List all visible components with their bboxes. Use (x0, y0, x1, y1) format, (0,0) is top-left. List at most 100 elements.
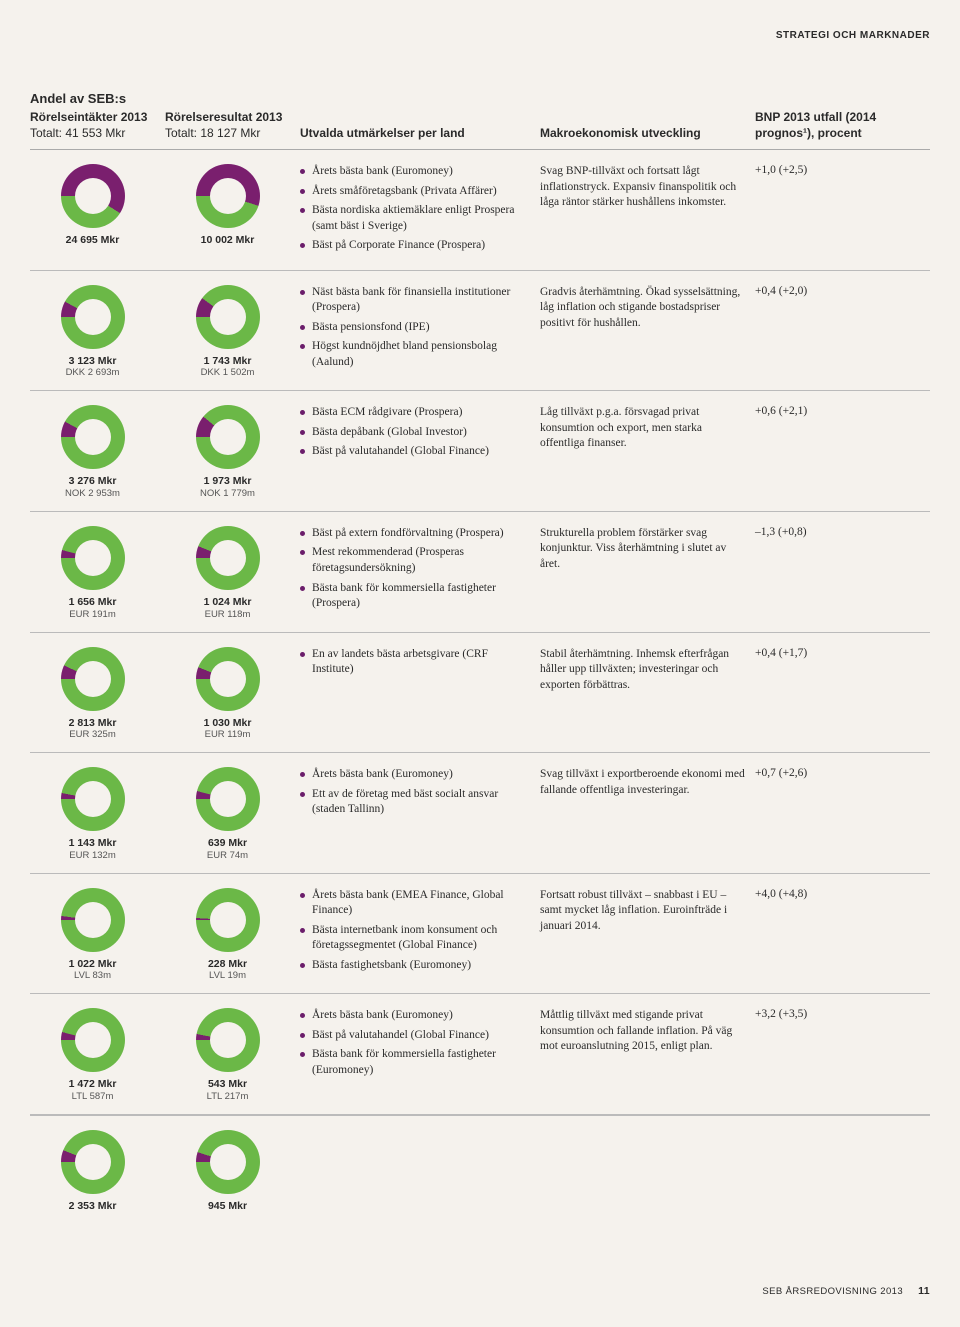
donut-label: 1 973 Mkr (165, 475, 290, 488)
awards-list: Bästa ECM rådgivare (Prospera)Bästa depå… (300, 405, 530, 464)
donut-chart (196, 526, 260, 590)
award-item: Årets bästa bank (Euromoney) (300, 767, 530, 783)
macro-text: Gradvis återhämtning. Ökad sysselsättnin… (540, 285, 745, 332)
donut-sublabel: LVL 83m (30, 970, 155, 981)
section-header: STRATEGI OCH MARKNADER (30, 30, 930, 41)
donut-chart (61, 647, 125, 711)
gdp-value: –1,3 (+0,8) (755, 526, 905, 538)
donut-label: 1 743 Mkr (165, 355, 290, 368)
awards-list: Årets bästa bank (Euromoney)Bäst på valu… (300, 1008, 530, 1082)
donut-sublabel: EUR 118m (165, 609, 290, 620)
donut-chart (61, 1130, 125, 1194)
table-header: Andel av SEB:s Rörelseintäkter 2013 Tota… (30, 91, 930, 150)
donut-label: 1 022 Mkr (30, 958, 155, 971)
awards-list: En av landets bästa arbetsgivare (CRF In… (300, 647, 530, 682)
awards-list: Årets bästa bank (Euromoney)Årets småför… (300, 164, 530, 258)
header-col2: Rörelseresultat 2013 Totalt: 18 127 Mkr (165, 110, 290, 141)
donut-chart (196, 1130, 260, 1194)
header-col4: Makroekonomisk utveckling (540, 126, 745, 142)
donut-label: 1 030 Mkr (165, 717, 290, 730)
awards-list: Årets bästa bank (EMEA Finance, Global F… (300, 888, 530, 978)
donut-cell: 1 656 MkrEUR 191m (30, 526, 155, 620)
donut-label: 2 353 Mkr (30, 1200, 155, 1213)
donut-label: 1 143 Mkr (30, 837, 155, 850)
footer-text: SEB ÅRSREDOVISNING 2013 (762, 1286, 903, 1297)
gdp-value: +4,0 (+4,8) (755, 888, 905, 900)
table-row: 1 022 MkrLVL 83m 228 MkrLVL 19m Årets bäst… (30, 874, 930, 995)
award-item: Bästa bank för kommersiella fastigheter … (300, 1047, 530, 1078)
header-col5: BNP 2013 utfall (2014 prognos¹), procent (755, 110, 905, 141)
donut-sublabel: EUR 132m (30, 850, 155, 861)
donut-label: 945 Mkr (165, 1200, 290, 1213)
macro-text: Stabil återhämtning. Inhemsk efterfrågan… (540, 647, 745, 694)
table-row: 1 656 MkrEUR 191m1 024 MkrEUR 118mBäst p… (30, 512, 930, 633)
table-row: 1 143 MkrEUR 132m639 MkrEUR 74mÅrets bäs… (30, 753, 930, 874)
donut-cell: 2 813 MkrEUR 325m (30, 647, 155, 741)
donut-cell: 2 353 Mkr (30, 1130, 155, 1213)
donut-label: 543 Mkr (165, 1078, 290, 1091)
header-col3: Utvalda utmärkelser per land (300, 126, 530, 142)
donut-chart (61, 767, 125, 831)
awards-list: Näst bästa bank för finansiella institut… (300, 285, 530, 375)
donut-cell: 1 472 MkrLTL 587m (30, 1008, 155, 1102)
donut-cell: 1 030 MkrEUR 119m (165, 647, 290, 741)
award-item: Bäst på extern fondförvaltning (Prospera… (300, 526, 530, 542)
page-footer: SEB ÅRSREDOVISNING 2013 11 (30, 1285, 930, 1297)
donut-cell: 1 143 MkrEUR 132m (30, 767, 155, 861)
donut-sublabel: EUR 325m (30, 729, 155, 740)
donut-chart (61, 888, 125, 952)
header-col2-line2: Totalt: 18 127 Mkr (165, 126, 290, 142)
donut-chart (196, 164, 260, 228)
award-item: Ett av de företag med bäst socialt ansva… (300, 787, 530, 818)
footer-donut-row: 2 353 Mkr 945 Mkr (30, 1115, 930, 1225)
award-item: Bästa ECM rådgivare (Prospera) (300, 405, 530, 421)
donut-sublabel: LTL 217m (165, 1091, 290, 1102)
award-item: Bäst på valutahandel (Global Finance) (300, 444, 530, 460)
award-item: Mest rekommenderad (Prosperas företagsun… (300, 545, 530, 576)
header-col1-line2: Totalt: 41 553 Mkr (30, 126, 155, 142)
donut-chart (196, 285, 260, 349)
donut-chart (196, 647, 260, 711)
macro-text: Svag BNP-tillväxt och fortsatt lågt infl… (540, 164, 745, 211)
donut-sublabel: DKK 1 502m (165, 367, 290, 378)
page-number: 11 (918, 1285, 930, 1297)
award-item: Årets bästa bank (Euromoney) (300, 164, 530, 180)
donut-chart (196, 1008, 260, 1072)
donut-sublabel: LTL 587m (30, 1091, 155, 1102)
award-item: Årets bästa bank (EMEA Finance, Global F… (300, 888, 530, 919)
donut-chart (61, 526, 125, 590)
donut-cell: 228 MkrLVL 19m (165, 888, 290, 982)
donut-label: 3 276 Mkr (30, 475, 155, 488)
award-item: Näst bästa bank för finansiella institut… (300, 285, 530, 316)
award-item: Bästa nordiska aktiemäklare enligt Prosp… (300, 203, 530, 234)
donut-label: 1 472 Mkr (30, 1078, 155, 1091)
donut-label: 2 813 Mkr (30, 717, 155, 730)
donut-cell: 543 MkrLTL 217m (165, 1008, 290, 1102)
donut-chart (196, 888, 260, 952)
donut-label: 228 Mkr (165, 958, 290, 971)
donut-label: 10 002 Mkr (165, 234, 290, 247)
donut-sublabel: EUR 74m (165, 850, 290, 861)
donut-chart (61, 405, 125, 469)
header-main: Andel av SEB:s (30, 91, 290, 106)
header-col1-line1: Rörelseintäkter 2013 (30, 110, 155, 126)
award-item: Bästa bank för kommersiella fastigheter … (300, 581, 530, 612)
header-col2-line1: Rörelseresultat 2013 (165, 110, 290, 126)
donut-cell: 3 123 MkrDKK 2 693m (30, 285, 155, 379)
donut-cell: 24 695 Mkr (30, 164, 155, 247)
donut-sublabel: NOK 2 953m (30, 488, 155, 499)
donut-cell: 1 973 MkrNOK 1 779m (165, 405, 290, 499)
macro-text: Låg tillväxt p.g.a. försvagad privat kon… (540, 405, 745, 452)
table-row: 3 276 MkrNOK 2 953m1 973 MkrNOK 1 779mBä… (30, 391, 930, 512)
awards-list: Årets bästa bank (Euromoney) Ett av de fö… (300, 767, 530, 822)
donut-cell: 3 276 MkrNOK 2 953m (30, 405, 155, 499)
award-item: Högst kundnöjdhet bland pensionsbolag (A… (300, 339, 530, 370)
macro-text: Fortsatt robust tillväxt – snabbast i EU… (540, 888, 745, 935)
award-item: Bäst på valutahandel (Global Finance) (300, 1028, 530, 1044)
award-item: Bäst på Corporate Finance (Prospera) (300, 238, 530, 254)
donut-cell: 1 743 MkrDKK 1 502m (165, 285, 290, 379)
donut-cell: 639 MkrEUR 74m (165, 767, 290, 861)
award-item: Bästa internetbank inom konsument och fö… (300, 923, 530, 954)
award-item: Bästa pensionsfond (IPE) (300, 320, 530, 336)
table-row: 1 472 MkrLTL 587m543 MkrLTL 217mÅrets bä… (30, 994, 930, 1115)
